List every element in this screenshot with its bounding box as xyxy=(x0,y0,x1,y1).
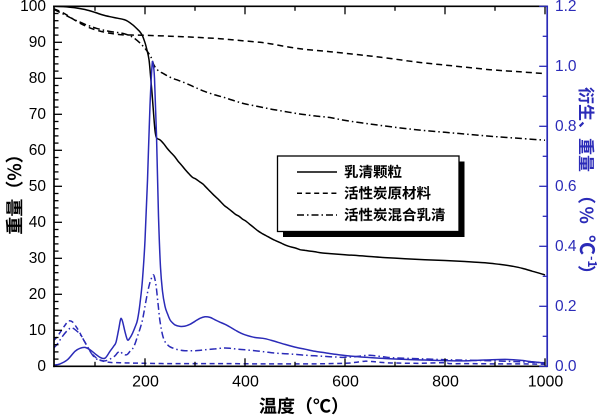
svg-text:90: 90 xyxy=(29,34,47,51)
svg-text:0: 0 xyxy=(37,358,46,375)
svg-text:600: 600 xyxy=(332,374,359,391)
svg-text:10: 10 xyxy=(29,322,47,339)
svg-text:0.2: 0.2 xyxy=(555,298,577,315)
svg-text:0.0: 0.0 xyxy=(555,358,577,375)
svg-text:0.6: 0.6 xyxy=(555,178,577,195)
svg-text:200: 200 xyxy=(132,374,159,391)
svg-text:50: 50 xyxy=(29,178,47,195)
svg-text:30: 30 xyxy=(29,250,47,267)
svg-text:0.4: 0.4 xyxy=(555,238,577,255)
svg-text:1.2: 1.2 xyxy=(555,0,577,15)
svg-text:60: 60 xyxy=(29,142,47,159)
svg-text:80: 80 xyxy=(29,70,47,87)
svg-text:800: 800 xyxy=(432,374,459,391)
svg-text:40: 40 xyxy=(29,214,47,231)
svg-text:20: 20 xyxy=(29,286,47,303)
svg-text:1.0: 1.0 xyxy=(555,58,577,75)
svg-text:0.8: 0.8 xyxy=(555,118,577,135)
svg-text:70: 70 xyxy=(29,106,47,123)
svg-text:400: 400 xyxy=(232,374,259,391)
svg-text:100: 100 xyxy=(20,0,46,15)
svg-text:1000: 1000 xyxy=(528,374,564,391)
